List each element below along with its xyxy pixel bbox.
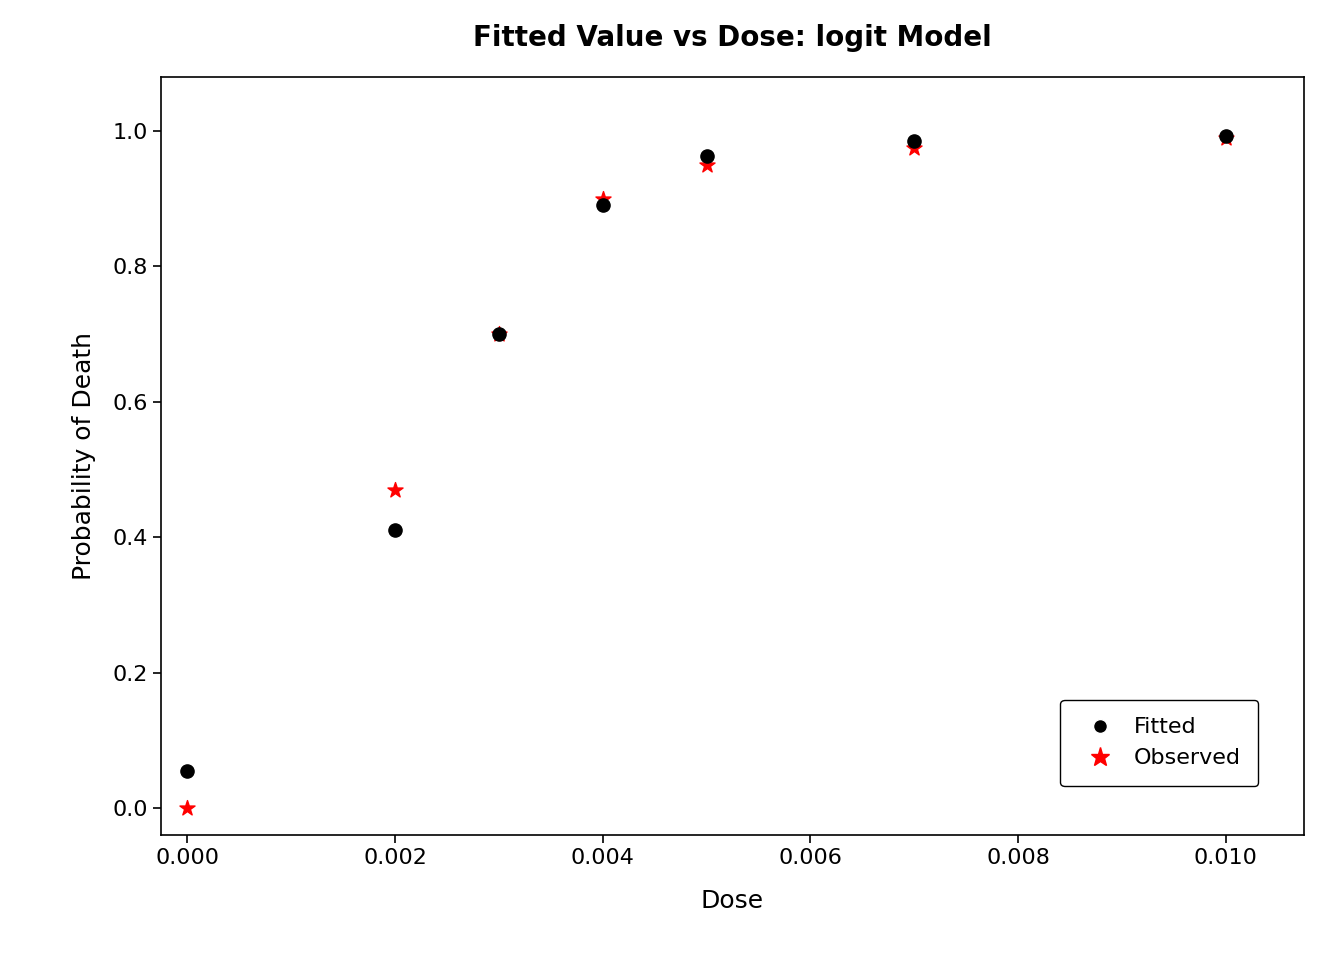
Observed — [696, 157, 718, 173]
Observed — [176, 801, 198, 816]
Fitted — [384, 523, 406, 539]
Legend: Fitted, Observed: Fitted, Observed — [1060, 700, 1258, 786]
Observed — [1215, 130, 1236, 145]
Fitted — [1215, 128, 1236, 143]
Observed — [488, 326, 509, 342]
Fitted — [488, 326, 509, 342]
Observed — [903, 140, 925, 156]
Fitted — [903, 133, 925, 149]
Fitted — [176, 763, 198, 779]
Fitted — [591, 198, 613, 213]
Y-axis label: Probability of Death: Probability of Death — [73, 332, 95, 580]
Observed — [384, 482, 406, 497]
Title: Fitted Value vs Dose: logit Model: Fitted Value vs Dose: logit Model — [473, 24, 992, 52]
X-axis label: Dose: Dose — [702, 889, 763, 913]
Fitted — [696, 149, 718, 164]
Observed — [591, 191, 613, 206]
